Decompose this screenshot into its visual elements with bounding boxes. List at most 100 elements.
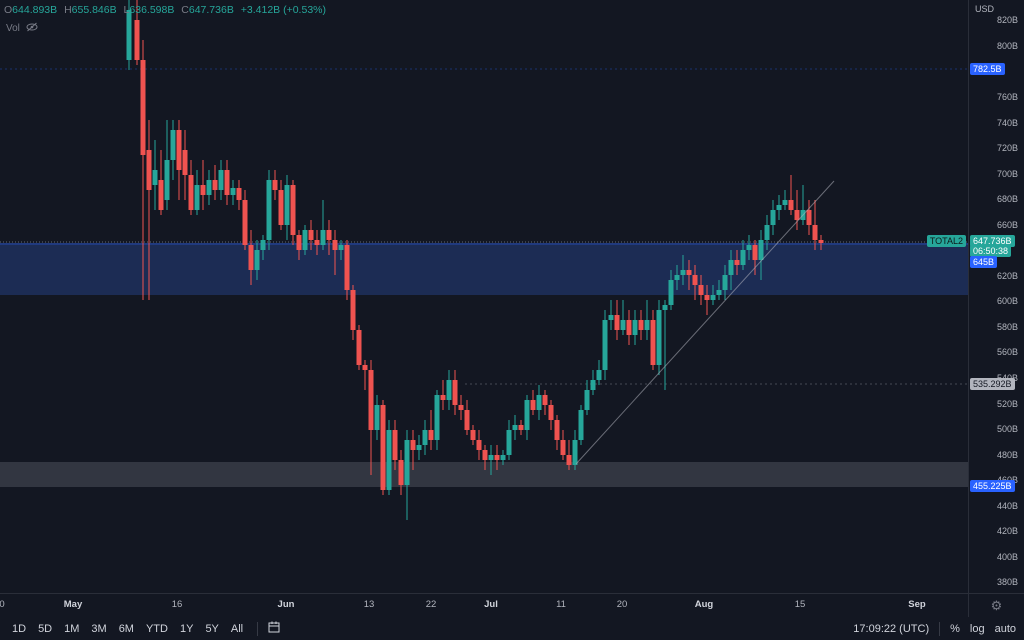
range-button-all[interactable]: All — [230, 622, 244, 635]
candle-body — [200, 185, 206, 195]
range-button-ytd[interactable]: YTD — [145, 622, 168, 635]
candle-body — [248, 245, 254, 270]
candle-body — [602, 320, 608, 370]
auto-toggle[interactable]: auto — [994, 622, 1016, 635]
candle-body — [254, 250, 260, 270]
range-button-5y[interactable]: 5Y — [205, 622, 219, 635]
range-button-1m[interactable]: 1M — [64, 622, 80, 635]
range-button-5d[interactable]: 5D — [38, 622, 53, 635]
range-button-1y[interactable]: 1Y — [179, 622, 194, 635]
log-toggle[interactable]: log — [969, 622, 985, 635]
current-price-label: 647.736B — [970, 235, 1015, 247]
close-value: 647.736B — [188, 4, 234, 16]
candle-body — [398, 460, 404, 485]
candle-body — [176, 130, 182, 170]
candle-body — [206, 180, 212, 195]
candle-body — [356, 330, 362, 365]
price-tick: 660B — [996, 220, 1018, 230]
candle-body — [320, 230, 326, 245]
price-tick: 680B — [996, 194, 1018, 204]
candle-body — [260, 240, 266, 250]
candle-body — [728, 260, 734, 275]
price-tick: 520B — [996, 399, 1018, 409]
candle-body — [638, 320, 644, 330]
candle-body — [314, 240, 320, 245]
candle-body — [506, 430, 512, 455]
candlestick-chart[interactable] — [0, 0, 968, 593]
gear-icon[interactable]: ⚙ — [968, 593, 1024, 617]
time-tick: 22 — [425, 599, 437, 610]
candle-body — [146, 150, 152, 190]
candle-body — [170, 130, 176, 160]
candle-body — [782, 200, 788, 205]
time-tick: Aug — [694, 599, 714, 610]
bottom-toolbar: 1D 5D 1M 3M 6M YTD 1Y 5Y All 17:09:22 (UTC) % lo… — [0, 617, 1024, 640]
candle-body — [296, 235, 302, 250]
support-zone — [0, 462, 968, 487]
open-key: O — [4, 4, 13, 16]
range-button-1d[interactable]: 1D — [12, 622, 27, 635]
candle-body — [512, 425, 518, 430]
candle-body — [662, 305, 668, 310]
candle-body — [644, 320, 650, 330]
price-tick: 500B — [996, 424, 1018, 434]
candle-body — [698, 285, 704, 295]
range-button-6m[interactable]: 6M — [118, 622, 134, 635]
candle-body — [620, 320, 626, 330]
candle-body — [740, 250, 746, 265]
price-label-645: 645B — [970, 256, 998, 268]
price-label-455: 455.225B — [970, 480, 1015, 492]
candle-body — [710, 295, 716, 300]
time-tick: Jun — [277, 599, 295, 610]
candle-body — [338, 245, 344, 250]
currency-label[interactable]: USD — [975, 4, 995, 14]
time-tick: 0 — [0, 599, 5, 610]
candle-body — [560, 440, 566, 455]
candle-body — [674, 275, 680, 280]
ohlc-legend: O644.893B H655.846B L636.598B C647.736B … — [4, 4, 330, 16]
percent-toggle[interactable]: % — [950, 622, 960, 635]
candle-body — [266, 180, 272, 240]
candle-body — [428, 430, 434, 440]
low-key: L — [123, 4, 130, 16]
candle-body — [548, 405, 554, 420]
toolbar-separator — [939, 621, 941, 636]
time-tick: Jul — [484, 599, 498, 610]
price-tick: 800B — [996, 41, 1018, 51]
time-tick: May — [63, 599, 83, 610]
candle-body — [812, 225, 818, 240]
candle-body — [692, 275, 698, 285]
open-value: 644.893B — [12, 4, 58, 16]
price-tick: 400B — [996, 552, 1018, 562]
utc-time[interactable]: 17:09:22 (UTC) — [853, 622, 930, 635]
candle-body — [224, 170, 230, 195]
candle-body — [686, 270, 692, 275]
price-axis[interactable]: USD 820B 800B 760B 740B 720B 700B 680B 660B 620B… — [968, 0, 1024, 593]
time-tick: Sep — [908, 599, 926, 610]
candle-body — [500, 455, 506, 460]
candle-body — [392, 430, 398, 460]
price-tick: 700B — [996, 169, 1018, 179]
candle-body — [194, 185, 200, 210]
eye-hidden-icon[interactable] — [26, 22, 38, 35]
candle-body — [794, 210, 800, 220]
candle-body — [350, 290, 356, 330]
candle-body — [554, 420, 560, 440]
candle-body — [446, 380, 452, 400]
calendar-icon[interactable] — [268, 621, 280, 636]
range-button-3m[interactable]: 3M — [91, 622, 107, 635]
chart-area[interactable] — [0, 0, 968, 593]
countdown-label: 06:50:38 — [970, 245, 1012, 257]
candle-body — [302, 230, 308, 250]
candle-body — [182, 150, 188, 175]
time-axis[interactable]: 0 May 16 Jun 13 22 Jul 11 20 Aug 15 Sep — [0, 593, 968, 617]
price-tick: 580B — [996, 322, 1018, 332]
trend-line — [575, 180, 835, 465]
candle-body — [386, 430, 392, 490]
candle-body — [326, 230, 332, 240]
candle-body — [596, 370, 602, 380]
price-tick: 620B — [996, 271, 1018, 281]
candle-body — [632, 320, 638, 335]
candle-body — [126, 10, 132, 60]
price-tick: 480B — [996, 450, 1018, 460]
